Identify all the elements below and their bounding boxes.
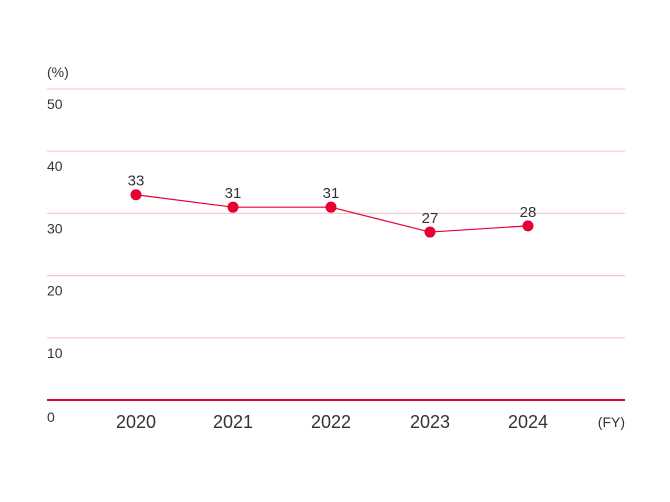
y-tick-label: 50 [47,96,63,112]
y-tick-label: 0 [47,409,55,425]
data-point [522,220,534,232]
y-tick-label: 10 [47,345,63,361]
data-label: 33 [128,173,145,190]
x-tick-label: 2020 [116,412,156,432]
data-labels: 33 31 31 27 28 [128,173,537,227]
y-tick-labels: 0 10 20 30 40 50 [47,96,63,425]
grid-lines [47,88,625,339]
x-tick-label: 2021 [213,412,253,432]
series-line [130,189,534,238]
x-tick-label: 2023 [410,412,450,432]
y-axis-unit-label: (%) [47,64,69,80]
data-label: 31 [323,185,340,202]
x-tick-labels: 2020 2021 2022 2023 2024 [116,412,548,432]
data-point [130,189,142,201]
x-axis-unit-label: (FY) [598,414,625,430]
y-tick-label: 30 [47,220,63,236]
data-label: 28 [520,204,537,221]
x-tick-label: 2022 [311,412,351,432]
data-point [424,226,436,238]
data-label: 27 [422,210,439,227]
y-tick-label: 20 [47,283,63,299]
y-tick-label: 40 [47,158,63,174]
data-point [227,201,239,213]
x-tick-label: 2024 [508,412,548,432]
data-point [325,201,337,213]
data-label: 31 [225,185,242,202]
